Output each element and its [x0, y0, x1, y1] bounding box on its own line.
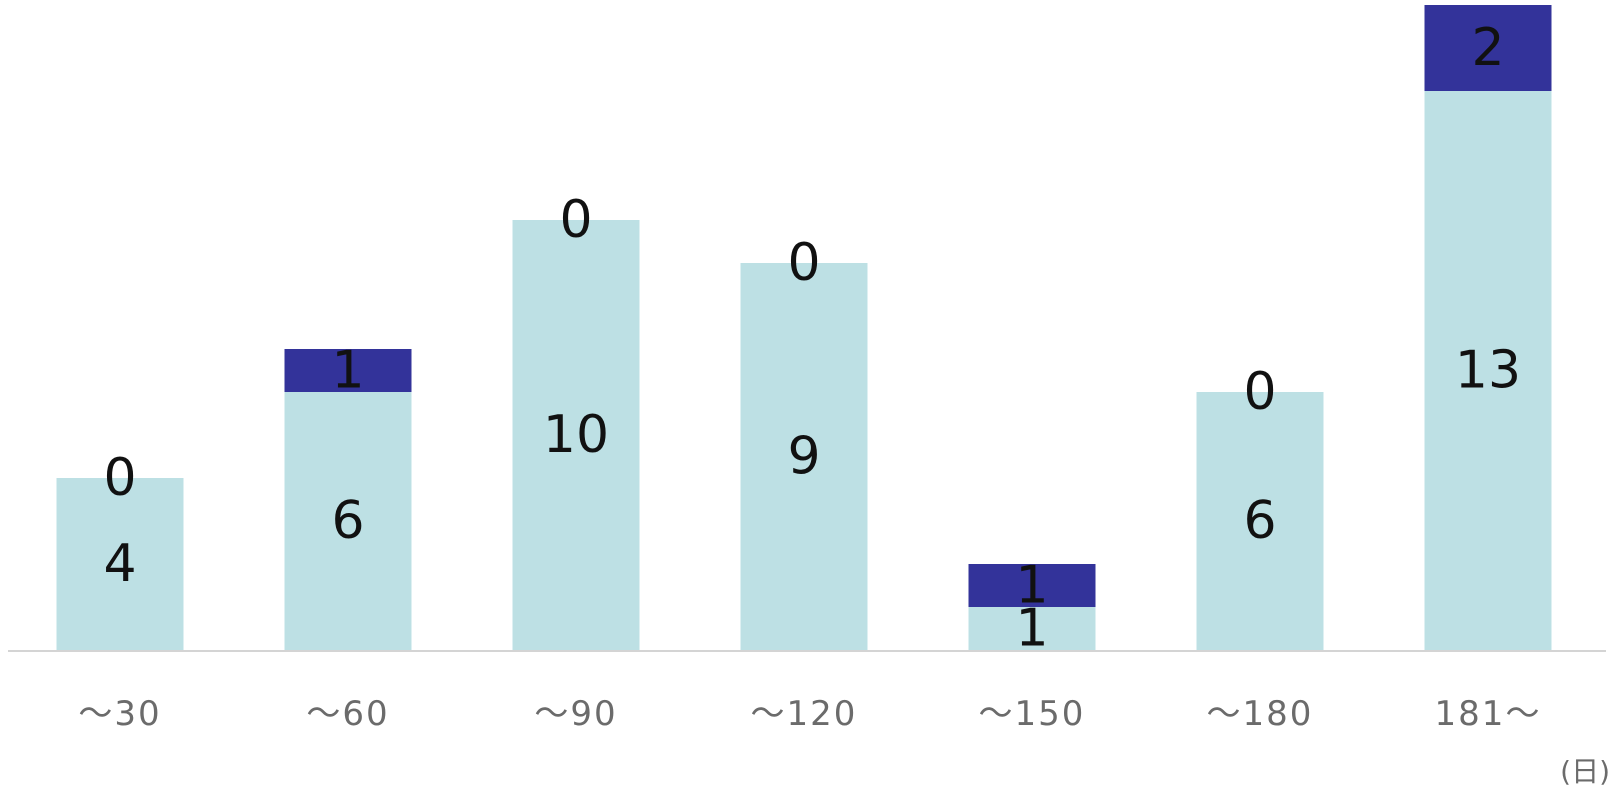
- data-label: 10: [543, 405, 609, 465]
- data-label: 0: [787, 233, 820, 293]
- unit-label: (日): [1560, 755, 1610, 788]
- data-label: 6: [1243, 491, 1276, 551]
- bar-segment: [56, 478, 184, 650]
- data-label: 6: [331, 491, 364, 551]
- x-tick-label: ～150: [979, 694, 1086, 734]
- bar-segment: [968, 564, 1096, 607]
- x-tick-label: ～30: [78, 694, 161, 734]
- bar-segment: [1196, 392, 1324, 650]
- data-label: 9: [787, 427, 820, 487]
- x-tick-label: ～90: [534, 694, 617, 734]
- data-label: 13: [1455, 341, 1521, 401]
- bar-segment: [740, 263, 868, 650]
- bar-segment: [512, 220, 640, 650]
- x-tick-label: 181～: [1435, 694, 1542, 734]
- x-tick-label: ～60: [306, 694, 389, 734]
- bar-segment: [1424, 91, 1552, 650]
- bar-segment: [284, 349, 412, 392]
- data-label: 4: [103, 534, 136, 594]
- bar-segment: [1424, 5, 1552, 91]
- data-label: 0: [559, 190, 592, 250]
- x-tick-label: ～180: [1207, 694, 1314, 734]
- data-label: 0: [103, 448, 136, 508]
- data-label: 2: [1471, 18, 1504, 78]
- bar-segment: [968, 607, 1096, 650]
- x-tick-label: ～120: [751, 694, 858, 734]
- bars-layer: [56, 5, 1552, 650]
- data-label: 0: [1243, 362, 1276, 422]
- x-tick-labels-layer: ～30 ～60 ～90 ～120 ～150 ～180 181～: [78, 694, 1542, 734]
- data-label: 1: [331, 341, 364, 401]
- bar-segment: [284, 392, 412, 650]
- data-label: 1: [1015, 599, 1048, 659]
- data-label: 1: [1015, 556, 1048, 616]
